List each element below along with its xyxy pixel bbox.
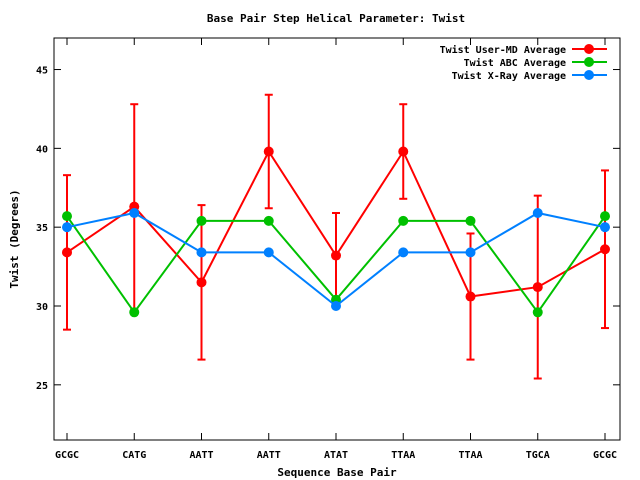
data-point xyxy=(331,250,341,261)
data-point xyxy=(263,146,274,157)
x-axis-label: Sequence Base Pair xyxy=(277,466,397,479)
data-point xyxy=(600,222,610,233)
legend-swatch-marker xyxy=(584,57,594,67)
x-tick-label: TGCA xyxy=(526,450,550,461)
data-point xyxy=(465,291,476,302)
chart-title: Base Pair Step Helical Parameter: Twist xyxy=(207,12,465,25)
data-point xyxy=(465,215,476,226)
x-tick-label: TTAA xyxy=(458,450,482,461)
data-point xyxy=(196,215,207,226)
data-point xyxy=(600,211,610,222)
data-point xyxy=(398,215,409,226)
x-axis: GCGC CATG AATT AATT ATAT TTAA TTAA TGCA GCGC xyxy=(55,38,617,461)
plot-frame xyxy=(53,37,621,441)
series-group xyxy=(62,207,610,311)
data-point xyxy=(398,247,409,258)
data-point xyxy=(62,211,72,222)
legend-swatch-marker xyxy=(584,44,594,54)
series-layer xyxy=(62,93,610,380)
y-axis: 25 30 35 40 45 xyxy=(36,66,620,392)
y-tick-label: 35 xyxy=(36,223,48,234)
x-tick-label: ATAT xyxy=(324,450,348,461)
data-point xyxy=(196,247,207,258)
data-point xyxy=(600,244,610,255)
data-point xyxy=(263,247,274,258)
data-point xyxy=(532,307,543,318)
data-point xyxy=(129,207,140,218)
data-point xyxy=(532,282,543,293)
data-point xyxy=(62,247,72,258)
plot-border xyxy=(53,37,621,441)
x-tick-label: AATT xyxy=(257,450,281,461)
legend-label: Twist User-MD Average xyxy=(440,44,566,56)
y-tick-label: 30 xyxy=(36,302,48,313)
data-point xyxy=(263,215,274,226)
series-group xyxy=(62,211,610,318)
data-point xyxy=(532,207,543,218)
x-tick-label: TTAA xyxy=(391,450,415,461)
x-tick-label: GCGC xyxy=(55,450,79,461)
legend-swatch-marker xyxy=(584,70,594,80)
y-tick-label: 25 xyxy=(36,381,48,392)
legend-label: Twist ABC Average xyxy=(464,57,566,69)
series-group xyxy=(62,93,610,380)
y-tick-label: 40 xyxy=(36,144,48,155)
x-tick-label: GCGC xyxy=(593,450,617,461)
legend-label: Twist X-Ray Average xyxy=(452,70,566,82)
data-point xyxy=(465,247,476,258)
data-point xyxy=(129,307,140,318)
x-tick-label: AATT xyxy=(189,450,213,461)
data-point xyxy=(62,222,72,233)
data-point xyxy=(331,301,341,311)
x-tick-label: CATG xyxy=(122,450,146,461)
y-axis-label: Twist (Degrees) xyxy=(8,189,21,288)
data-point xyxy=(196,277,207,288)
y-tick-label: 45 xyxy=(36,66,48,77)
data-point xyxy=(398,146,409,157)
